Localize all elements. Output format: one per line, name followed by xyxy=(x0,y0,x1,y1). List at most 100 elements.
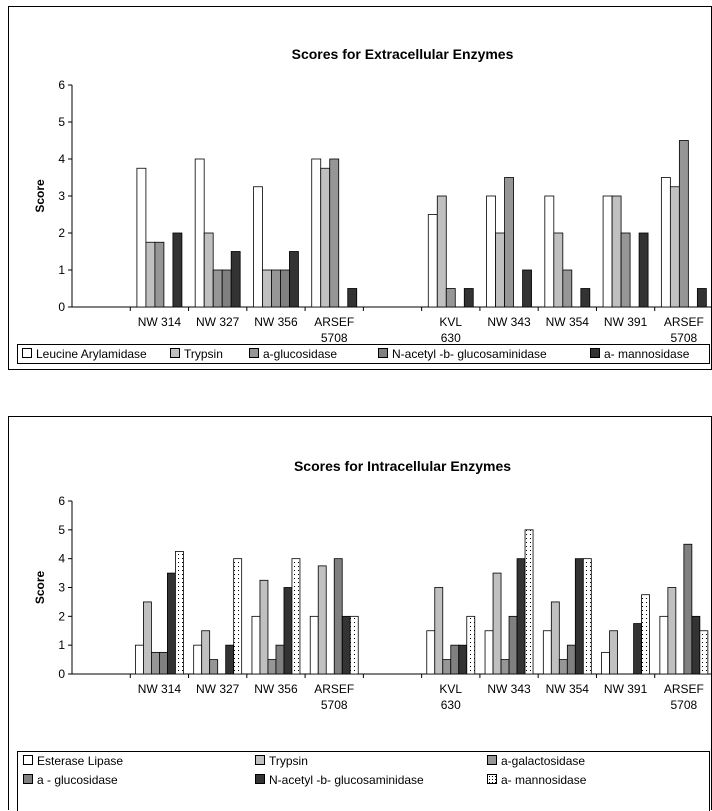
intracellular-bar xyxy=(524,529,534,675)
intracellular-bar xyxy=(558,659,568,675)
intracellular-legend-item: a- mannosidase xyxy=(487,773,586,787)
intracellular-bar xyxy=(633,623,642,675)
extracellular-legend-label: a- mannosidase xyxy=(604,347,690,361)
extracellular-bar xyxy=(495,232,505,308)
extracellular-x-tick-label: NW 391 xyxy=(604,315,648,329)
intracellular-legend-label: Trypsin xyxy=(269,754,308,768)
intracellular-bar xyxy=(500,659,510,675)
intracellular-bar xyxy=(484,630,494,675)
intracellular-bar xyxy=(683,543,693,675)
extracellular-bar xyxy=(230,251,241,308)
intracellular-x-tick-label: 5708 xyxy=(671,698,698,712)
extracellular-legend-label: Trypsin xyxy=(184,347,223,361)
intracellular-bar xyxy=(333,558,343,675)
extracellular-bar xyxy=(427,214,438,308)
extracellular-x-tick-label: KVL xyxy=(439,315,462,329)
intracellular-bar xyxy=(167,572,176,675)
extracellular-bar xyxy=(289,251,299,308)
extracellular-y-tick-label: 3 xyxy=(58,189,65,203)
intracellular-bar xyxy=(574,558,584,675)
extracellular-bar xyxy=(329,158,340,308)
extracellular-x-tick-label: ARSEF xyxy=(664,315,704,329)
intracellular-bar xyxy=(609,630,618,675)
extracellular-chart-title: Scores for Extracellular Enzymes xyxy=(292,46,514,62)
intracellular-bar xyxy=(251,615,261,675)
intracellular-bar xyxy=(492,572,502,675)
extracellular-bar xyxy=(311,158,322,308)
extracellular-bar xyxy=(320,167,331,308)
extracellular-bar xyxy=(602,195,613,308)
intracellular-bar xyxy=(151,651,160,675)
extracellular-legend-label: a-glucosidase xyxy=(263,347,338,361)
extracellular-bar xyxy=(262,269,272,308)
intracellular-bar xyxy=(275,644,285,675)
extracellular-bar xyxy=(194,158,205,308)
intracellular-y-axis-label: Score xyxy=(33,571,47,605)
intracellular-x-tick-label: NW 314 xyxy=(138,682,182,696)
intracellular-bar xyxy=(209,659,219,675)
extracellular-legend-swatch xyxy=(249,348,259,358)
extracellular-x-tick-label: NW 314 xyxy=(138,315,182,329)
intracellular-legend-label: Esterase Lipase xyxy=(37,754,124,768)
extracellular-x-tick-label: NW 327 xyxy=(196,315,240,329)
extracellular-bar xyxy=(562,269,573,308)
intracellular-legend-item: a-galactosidase xyxy=(487,754,585,768)
intracellular-legend: Esterase Lipase Trypsin a-galactosidase a -… xyxy=(17,751,710,811)
extracellular-bar xyxy=(678,140,689,308)
intracellular-bar xyxy=(426,630,436,675)
intracellular-y-tick-label: 4 xyxy=(58,552,65,566)
intracellular-bar xyxy=(450,644,460,675)
intracellular-bar xyxy=(309,615,319,675)
extracellular-y-tick-label: 2 xyxy=(58,226,65,240)
intracellular-bar xyxy=(542,630,552,675)
extracellular-legend-swatch xyxy=(22,348,32,358)
extracellular-x-tick-label: NW 354 xyxy=(546,315,590,329)
intracellular-legend-swatch xyxy=(23,755,33,765)
intracellular-bar xyxy=(508,615,518,675)
intracellular-bar xyxy=(516,558,526,675)
extracellular-y-tick-label: 4 xyxy=(58,152,65,166)
intracellular-x-tick-label: NW 343 xyxy=(487,682,531,696)
extracellular-bar xyxy=(172,232,183,308)
intracellular-bar xyxy=(193,644,203,675)
extracellular-bar xyxy=(504,177,514,308)
intracellular-x-tick-label: NW 356 xyxy=(254,682,298,696)
extracellular-bar xyxy=(553,232,564,308)
extracellular-x-tick-label: NW 356 xyxy=(254,315,298,329)
intracellular-legend-item: N-acetyl -b- glucosaminidase xyxy=(255,773,424,787)
extracellular-bar xyxy=(436,195,447,308)
extracellular-bar xyxy=(145,241,156,308)
intracellular-y-tick-label: 6 xyxy=(58,494,65,508)
intracellular-bar xyxy=(550,601,560,675)
intracellular-x-tick-label: ARSEF xyxy=(664,682,704,696)
intracellular-bar xyxy=(659,615,669,675)
intracellular-bar xyxy=(317,565,327,675)
extracellular-bar xyxy=(271,269,281,308)
extracellular-bar xyxy=(620,232,631,308)
intracellular-bar xyxy=(641,594,650,675)
extracellular-legend-item: Trypsin xyxy=(170,347,223,361)
intracellular-x-tick-label: NW 391 xyxy=(604,682,648,696)
intracellular-bar xyxy=(267,659,277,675)
extracellular-bar xyxy=(347,288,358,308)
extracellular-legend-swatch xyxy=(590,348,600,358)
intracellular-bar xyxy=(225,644,235,675)
intracellular-x-tick-label: 5708 xyxy=(321,698,348,712)
intracellular-x-tick-label: KVL xyxy=(439,682,462,696)
extracellular-legend-label: N-acetyl -b- glucosaminidase xyxy=(392,347,547,361)
extracellular-bar xyxy=(463,288,474,308)
extracellular-bar xyxy=(486,195,496,308)
extracellular-x-tick-label: ARSEF xyxy=(314,315,354,329)
extracellular-bar xyxy=(136,167,147,308)
extracellular-legend-swatch xyxy=(378,348,388,358)
intracellular-bar xyxy=(442,659,452,675)
extracellular-legend-swatch xyxy=(170,348,180,358)
intracellular-x-tick-label: NW 354 xyxy=(546,682,590,696)
extracellular-bar xyxy=(544,195,555,308)
intracellular-bar xyxy=(458,644,468,675)
intracellular-y-tick-label: 0 xyxy=(58,667,65,681)
extracellular-legend-item: N-acetyl -b- glucosaminidase xyxy=(378,347,547,361)
intracellular-y-tick-label: 3 xyxy=(58,581,65,595)
extracellular-chart-panel: Scores for Extracellular Enzymes Score 0 1 2… xyxy=(8,6,712,370)
intracellular-bar xyxy=(667,587,677,675)
